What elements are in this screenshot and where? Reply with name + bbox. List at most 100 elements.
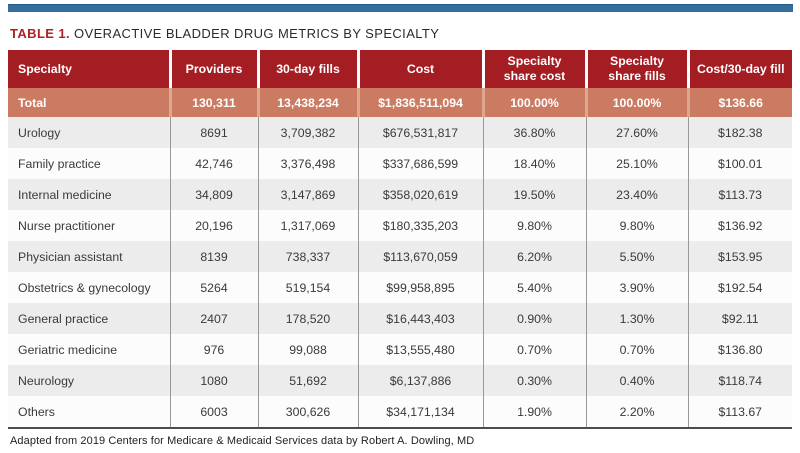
table-cell: 8139 — [169, 241, 258, 272]
table-row: General practice 2407 178,520 $16,443,403 0.… — [8, 303, 792, 334]
table-cell: 1080 — [169, 365, 258, 396]
table-cell: $113.67 — [687, 396, 792, 428]
table-row: Nurse practitioner 20,196 1,317,069 $180,33… — [8, 210, 792, 241]
total-cell-5: 100.00% — [584, 88, 688, 117]
data-table: Specialty Providers 30-day fills Cost Specia… — [8, 50, 792, 429]
table-cell: 9.80% — [482, 210, 586, 241]
table-row: Geriatric medicine 976 99,088 $13,555,480 0.… — [8, 334, 792, 365]
footnote: Adapted from 2019 Centers for Medicare &… — [10, 435, 475, 447]
table-cell: 5.40% — [482, 272, 586, 303]
table-cell: 23.40% — [585, 179, 688, 210]
total-cell-1: 130,311 — [168, 88, 258, 117]
table-row: Urology 8691 3,709,382 $676,531,817 36.80% 27… — [8, 117, 792, 148]
total-cell-3: $1,836,511,094 — [356, 88, 483, 117]
table-cell: 0.70% — [482, 334, 586, 365]
table-cell: $113,670,059 — [357, 241, 483, 272]
total-row-label: Total — [8, 88, 170, 117]
table-cell: 3,147,869 — [257, 179, 358, 210]
total-cell-4: 100.00% — [481, 88, 586, 117]
column-header-4: Specialty share cost — [481, 50, 586, 88]
table-row: Neurology 1080 51,692 $6,137,886 0.30% 0.40% $… — [8, 365, 792, 396]
table-cell: 1.90% — [482, 396, 586, 428]
table-cell: 18.40% — [482, 148, 586, 179]
table-cell: 519,154 — [257, 272, 358, 303]
table-caption: TABLE 1. OVERACTIVE BLADDER DRUG METRICS … — [10, 26, 800, 41]
table-cell: $182.38 — [687, 117, 792, 148]
column-header-1: Providers — [168, 50, 258, 88]
table-cell: $6,137,886 — [357, 365, 483, 396]
table-cell: 0.90% — [482, 303, 586, 334]
table-caption-label: TABLE 1. — [10, 26, 71, 41]
table-cell: 25.10% — [585, 148, 688, 179]
total-cell-2: 13,438,234 — [256, 88, 358, 117]
column-header-5: Specialty share fills — [584, 50, 688, 88]
total-cell-6: $136.66 — [686, 88, 792, 117]
table-cell: 3,376,498 — [257, 148, 358, 179]
table-cell: 20,196 — [169, 210, 258, 241]
table-cell: 738,337 — [257, 241, 358, 272]
table-cell: $13,555,480 — [357, 334, 483, 365]
table-cell: $180,335,203 — [357, 210, 483, 241]
table-cell: 34,809 — [169, 179, 258, 210]
table-cell: $358,020,619 — [357, 179, 483, 210]
table-cell: $92.11 — [687, 303, 792, 334]
column-header-3: Cost — [356, 50, 483, 88]
table-cell: 976 — [169, 334, 258, 365]
table-cell: 6003 — [169, 396, 258, 428]
row-specialty-label: Internal medicine — [8, 179, 170, 210]
row-specialty-label: Others — [8, 396, 170, 428]
top-accent-bar — [8, 4, 793, 12]
table-cell: 36.80% — [482, 117, 586, 148]
table-cell: $136.80 — [687, 334, 792, 365]
table-total-section: Total 130,311 13,438,234 $1,836,511,094 100.… — [8, 88, 792, 117]
table-cell: 1.30% — [585, 303, 688, 334]
table-cell: 0.70% — [585, 334, 688, 365]
table-cell: 300,626 — [257, 396, 358, 428]
table-cell: $113.73 — [687, 179, 792, 210]
table-cell: $153.95 — [687, 241, 792, 272]
table-title: OVERACTIVE BLADDER DRUG METRICS BY SPECI… — [74, 26, 440, 41]
table-cell: 19.50% — [482, 179, 586, 210]
row-specialty-label: General practice — [8, 303, 170, 334]
table-cell: $136.92 — [687, 210, 792, 241]
table-row: Others 6003 300,626 $34,171,134 1.90% 2.20% $1… — [8, 396, 792, 428]
table-cell: 0.40% — [585, 365, 688, 396]
table-cell: $34,171,134 — [357, 396, 483, 428]
table-cell: $100.01 — [687, 148, 792, 179]
column-header-0: Specialty — [8, 50, 170, 88]
row-specialty-label: Physician assistant — [8, 241, 170, 272]
column-header-2: 30-day fills — [256, 50, 358, 88]
row-specialty-label: Nurse practitioner — [8, 210, 170, 241]
table-cell: 51,692 — [257, 365, 358, 396]
table-cell: 42,746 — [169, 148, 258, 179]
table-cell: 6.20% — [482, 241, 586, 272]
table-cell: $676,531,817 — [357, 117, 483, 148]
row-specialty-label: Obstetrics & gynecology — [8, 272, 170, 303]
table-cell: 0.30% — [482, 365, 586, 396]
total-row: Total 130,311 13,438,234 $1,836,511,094 100.… — [8, 88, 792, 117]
column-header-6: Cost/30-day fill — [686, 50, 792, 88]
table-cell: $337,686,599 — [357, 148, 483, 179]
table-cell: 178,520 — [257, 303, 358, 334]
table-cell: 99,088 — [257, 334, 358, 365]
table-cell: 8691 — [169, 117, 258, 148]
table-cell: 2407 — [169, 303, 258, 334]
row-specialty-label: Neurology — [8, 365, 170, 396]
table-cell: 5264 — [169, 272, 258, 303]
table-cell: 27.60% — [585, 117, 688, 148]
table-header: Specialty Providers 30-day fills Cost Specia… — [8, 50, 792, 88]
row-specialty-label: Family practice — [8, 148, 170, 179]
table-cell: 9.80% — [585, 210, 688, 241]
table-cell: $118.74 — [687, 365, 792, 396]
table-row: Obstetrics & gynecology 5264 519,154 $99,95… — [8, 272, 792, 303]
table-cell: 3.90% — [585, 272, 688, 303]
table-cell: $192.54 — [687, 272, 792, 303]
table-cell: $99,958,895 — [357, 272, 483, 303]
table-row: Physician assistant 8139 738,337 $113,670,0… — [8, 241, 792, 272]
row-specialty-label: Geriatric medicine — [8, 334, 170, 365]
table-row: Family practice 42,746 3,376,498 $337,686,5… — [8, 148, 792, 179]
table-cell: 5.50% — [585, 241, 688, 272]
table-body: Urology 8691 3,709,382 $676,531,817 36.80% 27… — [8, 117, 792, 428]
table-cell: 1,317,069 — [257, 210, 358, 241]
table-cell: 3,709,382 — [257, 117, 358, 148]
